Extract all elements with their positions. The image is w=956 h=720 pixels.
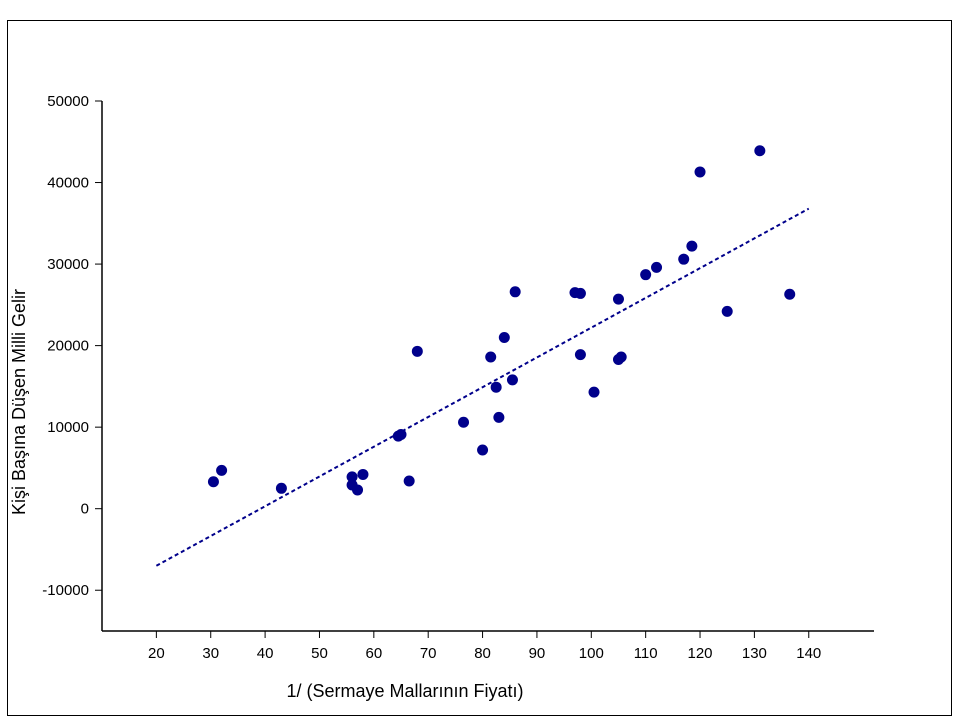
x-tick-label: 70 [420, 645, 437, 662]
data-point [651, 261, 663, 273]
data-point [477, 444, 489, 456]
x-tick-label: 20 [148, 645, 165, 662]
data-point [615, 351, 627, 363]
data-point [207, 476, 219, 488]
data-point [678, 253, 690, 265]
x-tick-label: 110 [634, 645, 658, 662]
y-tick-label: 50000 [47, 93, 89, 110]
data-point [686, 240, 698, 252]
x-tick-label: 80 [474, 645, 491, 662]
data-point [346, 471, 358, 483]
data-point [498, 331, 510, 343]
data-point [275, 482, 287, 494]
data-point [458, 416, 470, 428]
x-tick-label: 90 [529, 645, 546, 662]
trendline [155, 207, 810, 567]
chart-frame: -10000 0 10000 20000 30000 40000 50000 20 30 40 50… [7, 20, 952, 716]
data-point [490, 381, 502, 393]
x-tick-label: 140 [796, 645, 821, 662]
data-points [207, 145, 796, 496]
ticks: -10000 0 10000 20000 30000 40000 50000 20 30 40 50… [42, 93, 821, 662]
data-point [754, 145, 766, 157]
axes [101, 101, 874, 632]
x-tick-label: 60 [365, 645, 382, 662]
x-tick-label: 40 [257, 645, 274, 662]
data-point [509, 286, 521, 298]
data-point [612, 293, 624, 305]
data-point [352, 484, 364, 496]
data-point [357, 468, 369, 480]
data-point [485, 351, 497, 363]
data-point [216, 464, 228, 476]
data-point [574, 287, 586, 299]
scatter-chart: -10000 0 10000 20000 30000 40000 50000 20 30 40 50… [9, 93, 874, 701]
x-tick-label: 120 [688, 645, 713, 662]
data-point [395, 428, 407, 440]
data-point [493, 411, 505, 423]
x-tick-label: 30 [202, 645, 219, 662]
x-tick-label: 50 [311, 645, 328, 662]
data-point [640, 269, 652, 281]
trendline-group [155, 207, 810, 567]
x-axis-title: 1/ (Sermaye Mallarının Fiyatı) [286, 681, 523, 701]
data-point [506, 374, 518, 386]
data-point [588, 386, 600, 398]
y-axis-title: Kişi Başına Düşen Milli Gelir [9, 289, 29, 515]
x-tick-label: 130 [742, 645, 767, 662]
x-tick-label: 100 [579, 645, 604, 662]
y-tick-label: 40000 [47, 175, 89, 192]
data-point [694, 166, 706, 178]
data-point [411, 345, 423, 357]
y-tick-label: -10000 [42, 582, 89, 599]
y-tick-label: 20000 [47, 338, 89, 355]
data-point [403, 475, 415, 487]
data-point [721, 305, 733, 317]
y-tick-label: 0 [81, 501, 89, 518]
y-tick-label: 30000 [47, 256, 89, 273]
y-tick-label: 10000 [47, 419, 89, 436]
data-point [784, 288, 796, 300]
data-point [574, 349, 586, 361]
